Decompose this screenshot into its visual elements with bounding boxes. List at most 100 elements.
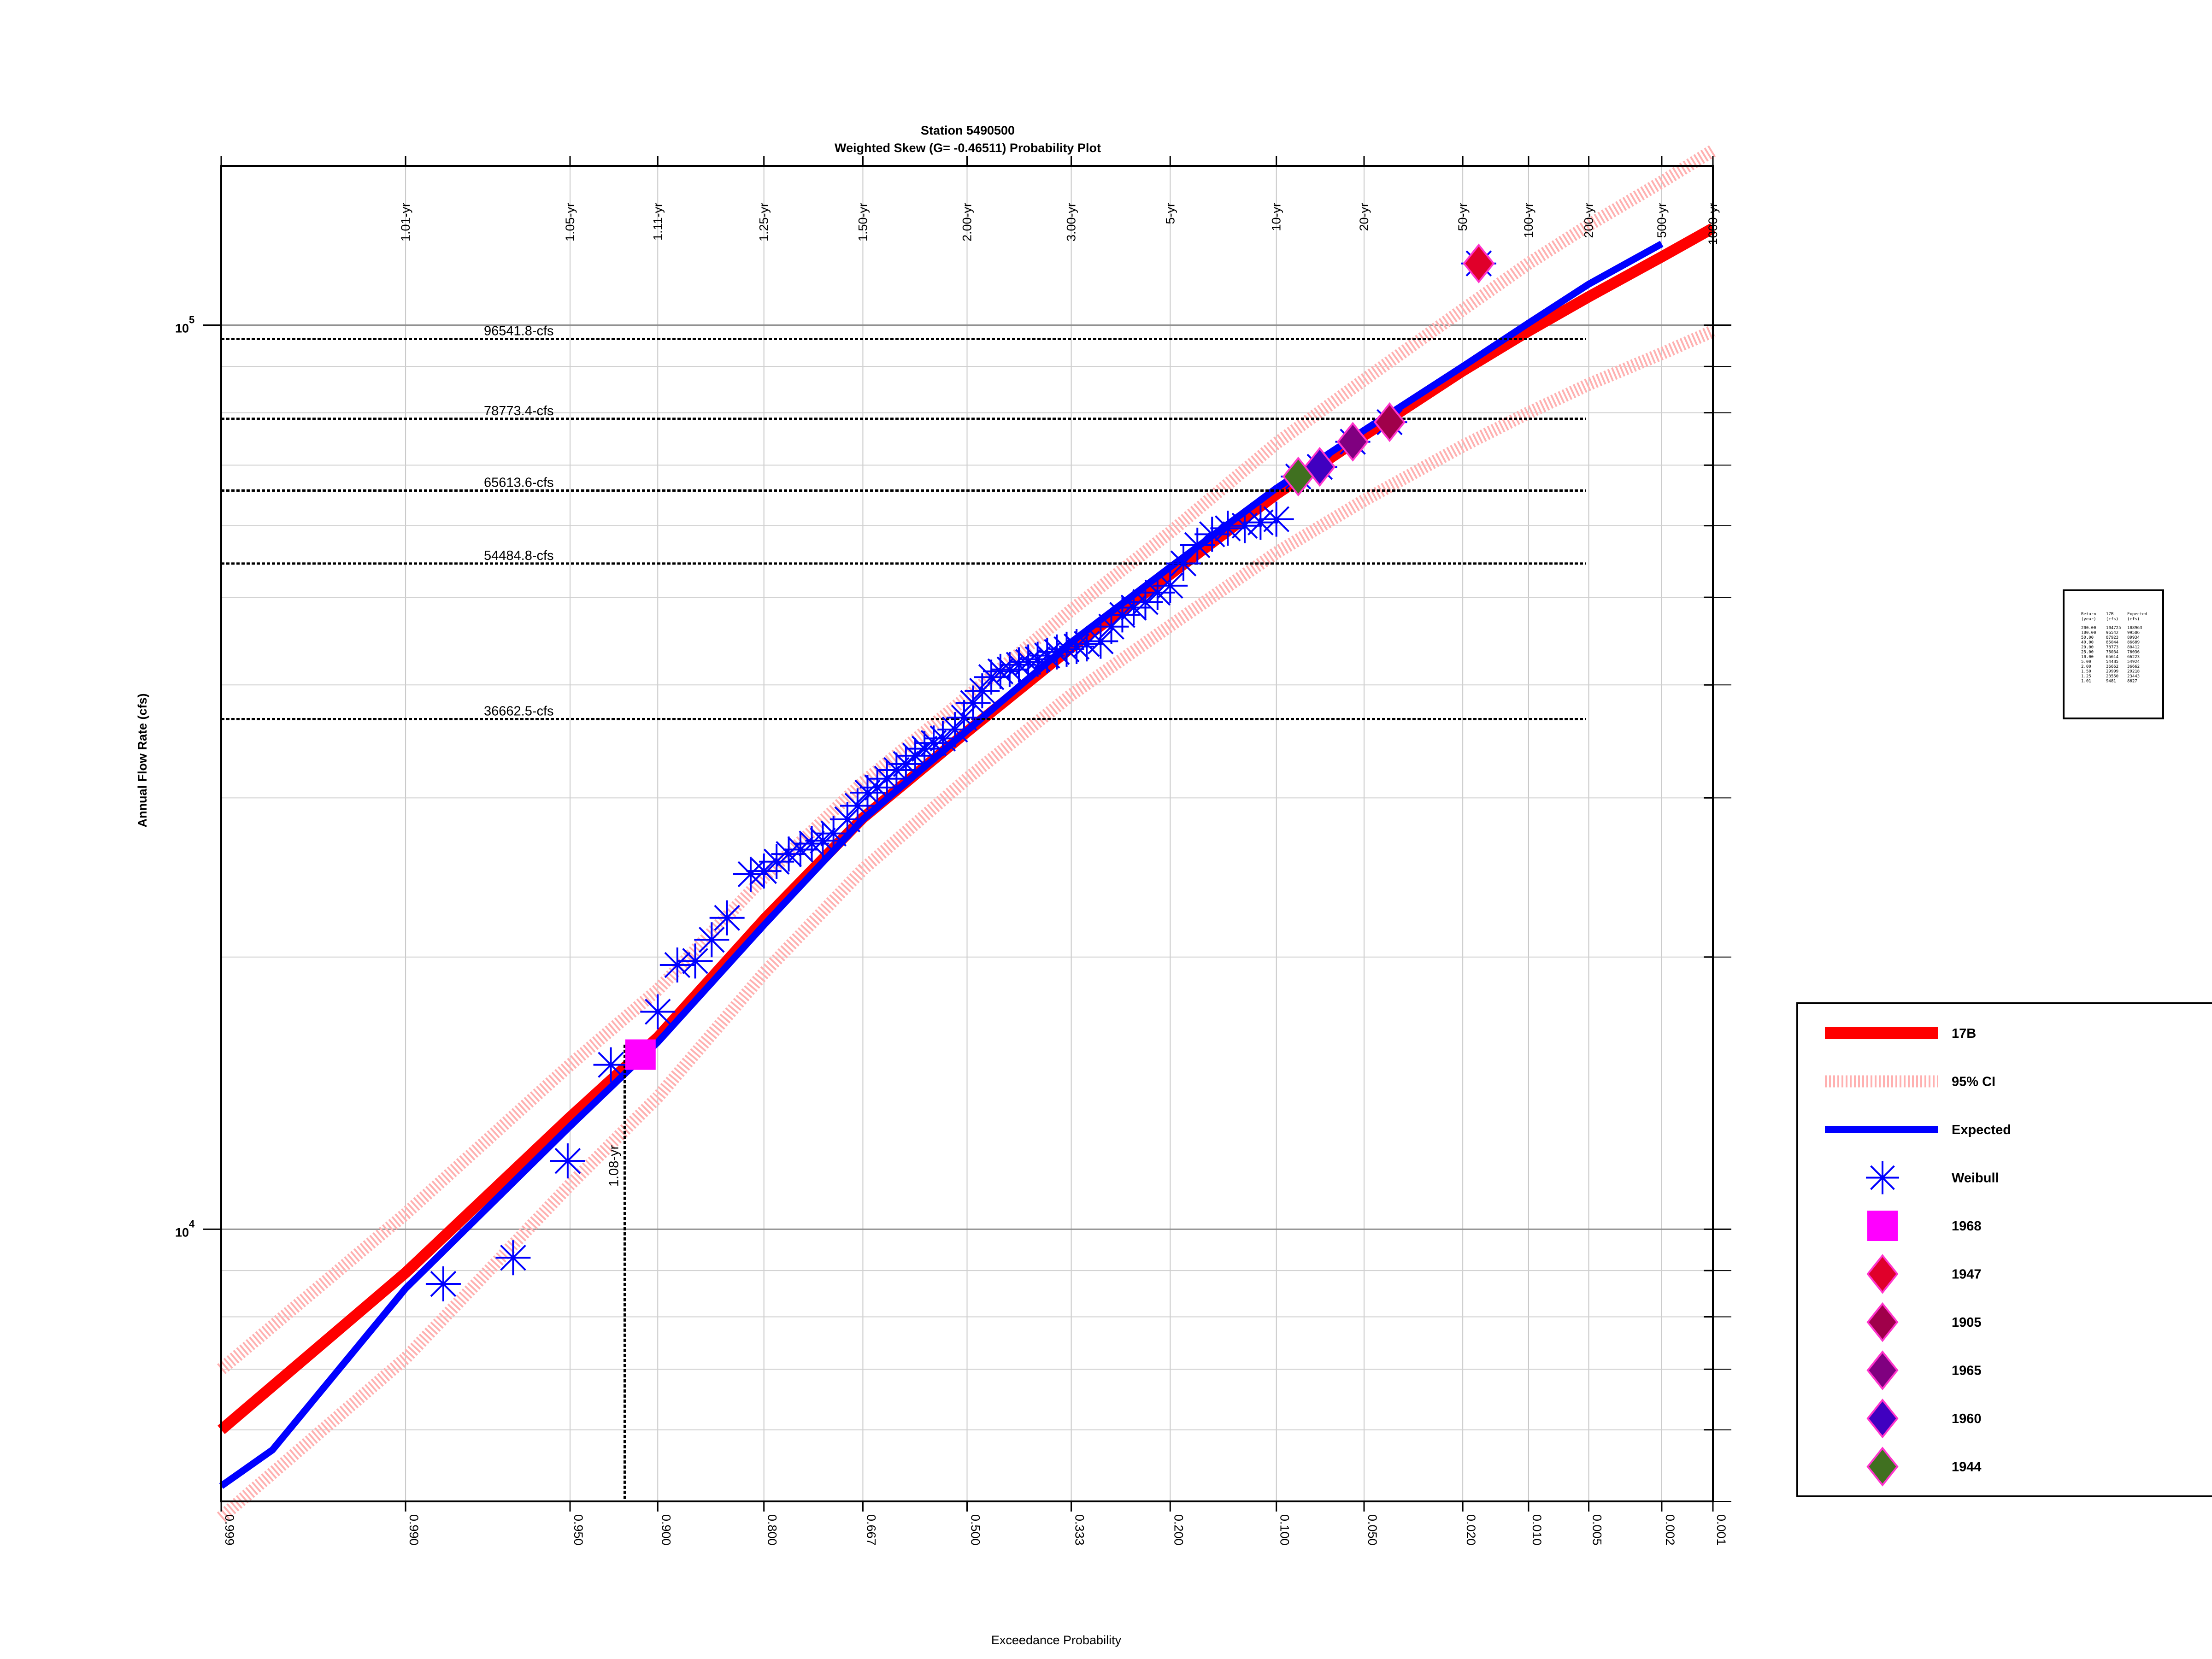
table-cell: 10.00 [2081, 655, 2094, 659]
weibull-point [794, 826, 830, 861]
summary-table: Return 17B Expected(year) (cfs) (cfs)200.00 1… [2063, 589, 2164, 719]
asterisk-stroke [1132, 589, 1159, 615]
asterisk-stroke [1170, 550, 1197, 577]
x-tick-label: 0.002 [1663, 1514, 1677, 1546]
return-period-label: 2.00-yr [960, 203, 974, 241]
y-tick-exponent: 5 [189, 314, 194, 325]
return-period-label: 1.50-yr [856, 203, 870, 241]
table-cell: 5.00 [2081, 660, 2091, 665]
reference-label: 96541.8-cfs [484, 324, 554, 338]
asterisk-stroke [430, 1271, 457, 1297]
highlight-1944 [1282, 456, 1314, 497]
asterisk-stroke [1088, 628, 1114, 654]
asterisk-stroke [834, 806, 861, 833]
weibull-point [1030, 638, 1065, 673]
grid [221, 166, 1713, 1502]
asterisk-stroke [810, 827, 836, 854]
table-subheader: (cfs) [2127, 617, 2140, 622]
highlight-1947 [1463, 243, 1495, 283]
x-tick-label: 0.950 [571, 1514, 585, 1546]
table-cell: 66223 [2127, 655, 2140, 659]
asterisk-stroke [1109, 602, 1135, 628]
table-cell: 100.00 [2081, 631, 2096, 635]
reference-label: 54484.8-cfs [484, 548, 554, 563]
weibull-point [640, 994, 676, 1030]
legend-label: 17B [1952, 1026, 1976, 1041]
return-period-label: 200-yr [1582, 203, 1596, 238]
x-tick-label: 0.020 [1464, 1514, 1478, 1546]
x-tick-label: 0.900 [659, 1514, 673, 1546]
weibull-point [746, 853, 782, 889]
weibull-point [593, 1047, 629, 1082]
return-period-label: 3.00-yr [1065, 203, 1078, 241]
legend-label: 1905 [1952, 1315, 1982, 1330]
table-cell: 76036 [2127, 650, 2140, 655]
return-period-label: 1.01-yr [399, 203, 412, 241]
asterisk-stroke [1184, 532, 1211, 559]
asterisk-stroke [1247, 509, 1274, 535]
table-cell: 50.00 [2081, 635, 2094, 640]
weibull-point [840, 788, 875, 824]
x-tick-label: 0.010 [1530, 1514, 1544, 1546]
reference-label: 65613.6-cfs [484, 476, 554, 490]
legend-label: Expected [1952, 1123, 2011, 1137]
asterisk-stroke [1043, 639, 1070, 665]
weibull-point [805, 823, 841, 859]
ci-line [217, 145, 1717, 1375]
table-cell: 29218 [2127, 670, 2140, 674]
weibull-point [965, 673, 1000, 709]
table-header: Expected [2127, 612, 2147, 617]
asterisk-stroke [911, 735, 938, 762]
x-tick-label: 0.333 [1073, 1514, 1087, 1546]
y-tick-exponent: 4 [189, 1218, 195, 1230]
legend-label: Weibull [1952, 1171, 1999, 1186]
table-cell: 78773 [2106, 645, 2118, 650]
table-cell: 2.00 [2081, 665, 2091, 669]
return-period-label: 500-yr [1655, 203, 1669, 238]
x-tick-label: 0.800 [765, 1514, 779, 1546]
x-axis-label: Exceedance Probability [991, 1633, 1122, 1647]
legend-label: 95% CI [1952, 1075, 1995, 1089]
asterisk-stroke [500, 1244, 526, 1271]
weibull-point [425, 1266, 461, 1302]
return-period-label: 10-yr [1270, 203, 1283, 231]
table-header: Return [2081, 612, 2096, 617]
legend-swatch [1866, 1350, 1899, 1390]
weibull-point [550, 1143, 585, 1179]
asterisk-stroke [987, 658, 1014, 685]
asterisk-stroke [645, 999, 671, 1025]
x-tick-label: 0.500 [969, 1514, 982, 1546]
table-cell: 87923 [2106, 635, 2118, 640]
asterisk-stroke [1215, 515, 1241, 541]
table-cell: 89934 [2127, 635, 2140, 640]
asterisk-stroke [1006, 652, 1032, 678]
x-tick-label: 0.990 [407, 1514, 421, 1546]
highlight-1968 [625, 1039, 656, 1070]
weibull-point [495, 1240, 531, 1276]
return-period-label: 20-yr [1357, 203, 1371, 231]
reference-lines: 96541.8-cfs 78773.4-cfs 65613.6-cfs 54484.8… [221, 324, 1586, 1501]
table-cell: 1.01 [2081, 679, 2091, 684]
asterisk-stroke [598, 1052, 624, 1078]
table-cell: 99586 [2127, 631, 2140, 635]
table-header: 17B [2106, 612, 2113, 617]
table-cell: 23550 [2106, 674, 2118, 679]
weibull-point [907, 731, 942, 766]
legend-label: 1947 [1952, 1267, 1982, 1282]
y-tick-label: 10 [175, 321, 189, 335]
legend-swatch [1867, 1211, 1898, 1241]
table-cell: 86689 [2127, 641, 2140, 645]
return-period-marker-label: 1.08-yr [606, 1145, 621, 1187]
weibull-point [1128, 584, 1163, 620]
table-cell: 85044 [2106, 641, 2118, 645]
return-period-label: 1.11-yr [651, 203, 665, 241]
asterisk-stroke [699, 927, 725, 953]
ci-band-lines [217, 145, 1717, 1523]
x-tick-label: 0.100 [1278, 1514, 1292, 1546]
asterisk-stroke [554, 1147, 581, 1174]
plot-frame [220, 165, 1714, 1502]
y-axis-label: Annual Flow Rate (cfs) [135, 693, 149, 827]
table-cell: 96542 [2106, 631, 2118, 635]
table-cell: 54485 [2106, 660, 2118, 665]
